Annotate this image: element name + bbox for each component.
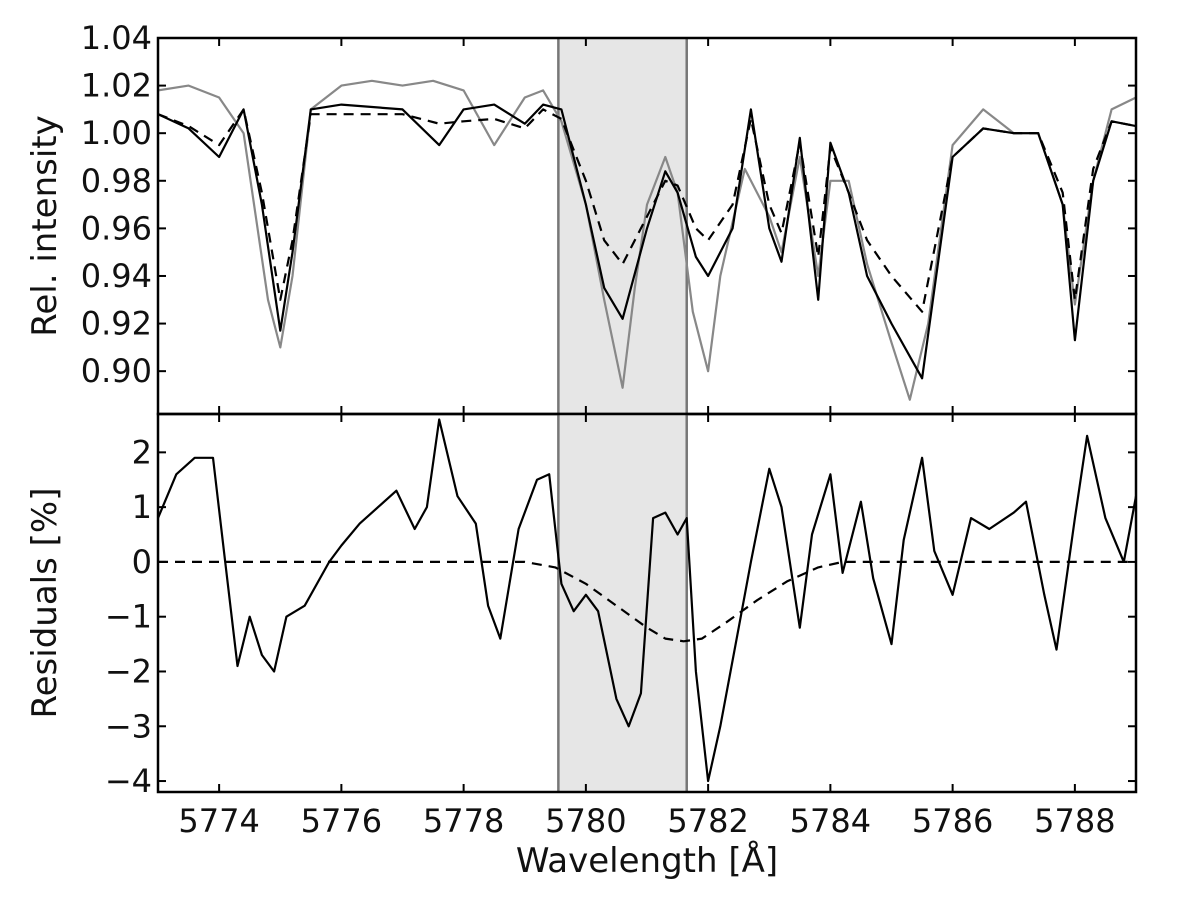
top-ytick-label: 0.98 — [81, 162, 152, 200]
bottom-ytick-label: −2 — [105, 652, 152, 690]
top-series-2-line — [158, 108, 1136, 313]
bottom-series-1-line — [158, 560, 1136, 643]
top-shaded-region — [558, 38, 687, 414]
bottom-xtick-label: 5774 — [178, 802, 259, 840]
top-panel: 0.90 0.92 0.94 0.96 0.98 1.00 1.02 1.04 — [81, 19, 1138, 416]
top-ytick-label: 1.00 — [81, 114, 152, 152]
bottom-xtick-label: 5778 — [423, 802, 504, 840]
bottom-y-axis-label: Residuals [%] — [25, 488, 65, 719]
top-ytick-label: 0.94 — [81, 257, 152, 295]
bottom-xtick-label: 5780 — [545, 802, 626, 840]
top-ytick-label: 1.02 — [81, 67, 152, 105]
bottom-ytick-label: 2 — [132, 433, 152, 471]
bottom-ytick-label: −3 — [105, 707, 152, 745]
bottom-xtick-label: 5776 — [301, 802, 382, 840]
bottom-panel: −4 −3 −2 −1 0 1 2 5774 5776 5778 5780 5782 5784 5786 5… — [105, 412, 1138, 840]
top-y-axis-label: Rel. intensity — [25, 115, 65, 336]
top-ytick-label: 0.90 — [81, 352, 152, 390]
top-series-1-line — [158, 103, 1136, 380]
bottom-series-0-line — [158, 418, 1136, 783]
bottom-xtick-label: 5786 — [912, 802, 993, 840]
bottom-ytick-label: −1 — [105, 598, 152, 636]
bottom-ytick-label: 0 — [132, 543, 152, 581]
top-ytick-label: 1.04 — [81, 19, 152, 57]
bottom-plot-frame — [156, 412, 1138, 794]
top-ytick-label: 0.92 — [81, 305, 152, 343]
bottom-xtick-label: 5788 — [1034, 802, 1115, 840]
bottom-xtick-label: 5782 — [667, 802, 748, 840]
bottom-ytick-label: −4 — [105, 762, 152, 800]
x-axis-label: Wavelength [Å] — [516, 840, 778, 881]
bottom-shaded-region — [558, 414, 687, 792]
bottom-ytick-label: 1 — [132, 488, 152, 526]
top-ytick-label: 0.96 — [81, 209, 152, 247]
bottom-xtick-label: 5784 — [790, 802, 871, 840]
